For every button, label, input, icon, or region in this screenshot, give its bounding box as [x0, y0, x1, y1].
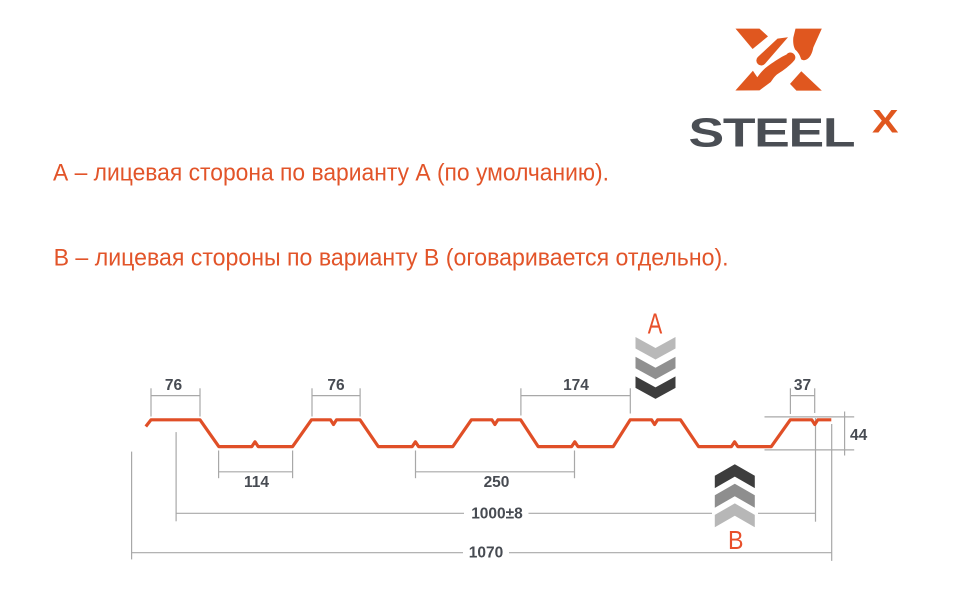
svg-text:44: 44 — [850, 427, 868, 444]
svg-text:174: 174 — [563, 377, 589, 394]
svg-text:A: A — [648, 309, 663, 341]
svg-text:76: 76 — [327, 377, 345, 394]
svg-text:114: 114 — [244, 474, 269, 491]
svg-text:X: X — [872, 103, 899, 139]
svg-text:А – лицевая сторона по вариант: А – лицевая сторона по варианту А (по ум… — [53, 160, 609, 187]
svg-text:B – лицевая стороны по вариант: B – лицевая стороны по варианту B (огова… — [54, 244, 729, 271]
svg-text:B: B — [728, 525, 744, 555]
svg-text:1070: 1070 — [469, 545, 503, 562]
svg-text:76: 76 — [165, 377, 183, 394]
svg-text:250: 250 — [484, 474, 510, 491]
svg-text:STEEL: STEEL — [689, 111, 856, 156]
svg-text:37: 37 — [794, 377, 811, 394]
svg-text:1000±8: 1000±8 — [471, 505, 523, 522]
